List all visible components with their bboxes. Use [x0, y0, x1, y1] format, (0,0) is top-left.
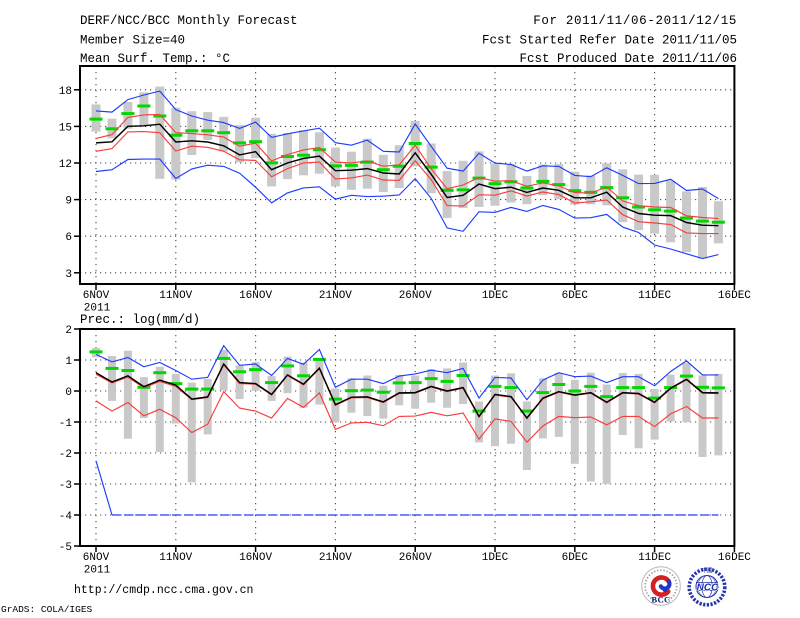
svg-text:DERF/NCC/BCC Monthly Forecast: DERF/NCC/BCC Monthly Forecast — [80, 14, 298, 28]
svg-text:Fcst Started Refer Date 2011/1: Fcst Started Refer Date 2011/11/05 — [482, 34, 737, 48]
svg-text:6DEC: 6DEC — [562, 290, 589, 302]
svg-text:15: 15 — [59, 122, 72, 134]
svg-text:http://cmdp.ncc.cma.gov.cn: http://cmdp.ncc.cma.gov.cn — [74, 584, 253, 597]
svg-text:11NOV: 11NOV — [159, 552, 192, 564]
svg-text:-2: -2 — [59, 449, 72, 461]
svg-text:26NOV: 26NOV — [399, 552, 432, 564]
svg-text:6NOV: 6NOV — [83, 552, 110, 564]
svg-text:Mean Surf. Temp.: °C: Mean Surf. Temp.: °C — [80, 52, 230, 66]
svg-text:16DEC: 16DEC — [718, 552, 751, 564]
svg-text:6: 6 — [65, 232, 72, 244]
svg-text:Member Size=40: Member Size=40 — [80, 34, 185, 48]
svg-text:11DEC: 11DEC — [638, 552, 671, 564]
svg-text:2: 2 — [65, 325, 72, 337]
svg-text:21NOV: 21NOV — [319, 290, 352, 302]
svg-text:1DEC: 1DEC — [482, 552, 509, 564]
svg-text:12: 12 — [59, 159, 72, 171]
svg-text:16DEC: 16DEC — [718, 290, 751, 302]
svg-text:21NOV: 21NOV — [319, 552, 352, 564]
svg-text:2011: 2011 — [84, 565, 111, 577]
svg-text:中国: 中国 — [701, 567, 713, 575]
svg-text:16NOV: 16NOV — [239, 552, 272, 564]
svg-text:16NOV: 16NOV — [239, 290, 272, 302]
svg-text:0: 0 — [65, 387, 72, 399]
svg-text:-4: -4 — [59, 511, 73, 523]
svg-text:GrADS: COLA/IGES: GrADS: COLA/IGES — [1, 604, 93, 615]
svg-text:6DEC: 6DEC — [562, 552, 589, 564]
svg-text:BCC: BCC — [651, 595, 670, 605]
svg-text:2011: 2011 — [84, 303, 111, 315]
svg-text:11DEC: 11DEC — [638, 290, 671, 302]
svg-text:11NOV: 11NOV — [159, 290, 192, 302]
svg-text:-1: -1 — [59, 418, 73, 430]
svg-text:1: 1 — [65, 356, 72, 368]
svg-text:26NOV: 26NOV — [399, 290, 432, 302]
svg-text:For 2011/11/06-2011/12/15: For 2011/11/06-2011/12/15 — [533, 14, 737, 28]
svg-text:18: 18 — [59, 86, 72, 98]
svg-text:Prec.: log(mm/d): Prec.: log(mm/d) — [80, 313, 200, 327]
svg-text:6NOV: 6NOV — [83, 290, 110, 302]
svg-text:1DEC: 1DEC — [482, 290, 509, 302]
svg-text:9: 9 — [65, 196, 72, 208]
svg-text:-3: -3 — [59, 480, 72, 492]
svg-text:Fcst Produced Date 2011/11/06: Fcst Produced Date 2011/11/06 — [519, 52, 737, 66]
svg-text:3: 3 — [65, 269, 72, 281]
svg-text:-5: -5 — [59, 542, 72, 554]
svg-text:NCC: NCC — [697, 583, 719, 594]
